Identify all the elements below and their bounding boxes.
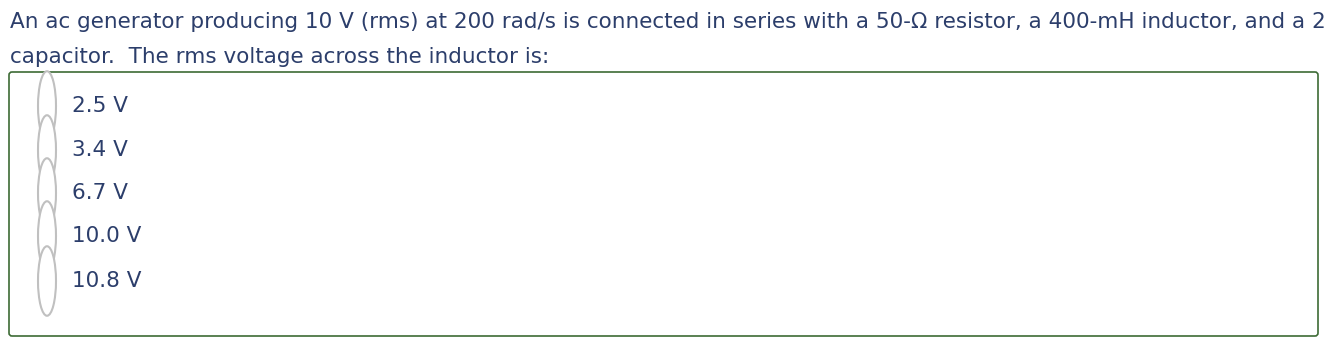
- Text: 6.7 V: 6.7 V: [72, 183, 129, 203]
- Text: 10.8 V: 10.8 V: [72, 271, 142, 291]
- Text: An ac generator producing 10 V (rms) at 200 rad/s is connected in series with a : An ac generator producing 10 V (rms) at …: [11, 12, 1325, 32]
- Text: 10.0 V: 10.0 V: [72, 226, 142, 246]
- Ellipse shape: [38, 246, 56, 316]
- Ellipse shape: [38, 71, 56, 141]
- Ellipse shape: [38, 158, 56, 228]
- Text: capacitor.  The rms voltage across the inductor is:: capacitor. The rms voltage across the in…: [11, 47, 550, 67]
- Text: 3.4 V: 3.4 V: [72, 140, 129, 160]
- Text: 2.5 V: 2.5 V: [72, 96, 129, 116]
- Ellipse shape: [38, 201, 56, 271]
- FancyBboxPatch shape: [9, 72, 1318, 336]
- Ellipse shape: [38, 115, 56, 185]
